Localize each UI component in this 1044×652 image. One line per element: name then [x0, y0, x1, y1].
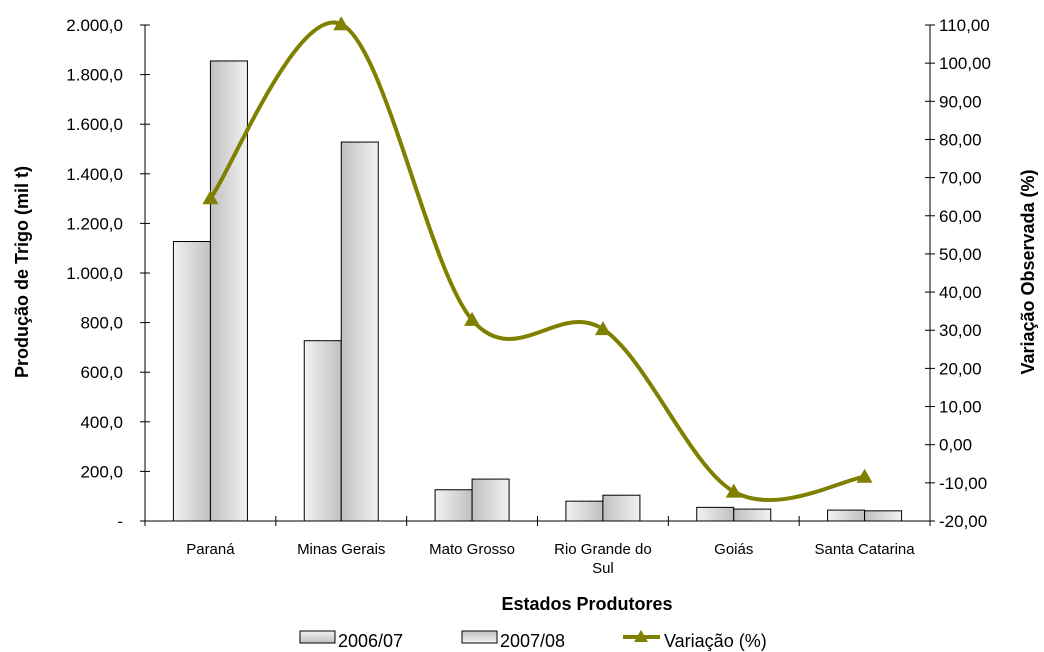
variacao-marker-3 — [594, 321, 611, 336]
y-tick-label-1: 200,0 — [80, 462, 123, 481]
variacao-marker-0 — [202, 190, 219, 205]
axes-layer — [140, 24, 935, 526]
y-tick-label-7: 1.400,0 — [66, 165, 123, 184]
y-tick-label-9: 1.800,0 — [66, 66, 123, 85]
y2-tick-label-0: -20,00 — [939, 512, 987, 531]
bar-2007-08-1 — [340, 141, 379, 522]
bar-2006-07-0 — [172, 241, 211, 522]
y2-tick-label-7: 50,00 — [939, 245, 982, 264]
category-label-3-line2: Sul — [592, 560, 614, 577]
legend-label-2006-07: 2006/07 — [338, 631, 403, 651]
y-tick-label-10: 2.000,0 — [66, 16, 123, 35]
line-layer — [202, 16, 873, 502]
y-tick-label-4: 800,0 — [80, 314, 123, 333]
variacao-marker-2 — [464, 311, 481, 326]
y-tick-label-2: 400,0 — [80, 413, 123, 432]
labels-layer: Paraná Minas Gerais Mato Grosso Rio Grande … — [66, 16, 991, 577]
category-label-2: Mato Grosso — [429, 541, 515, 558]
y2-tick-label-12: 100,00 — [939, 54, 991, 73]
y2-tick-label-5: 30,00 — [939, 321, 982, 340]
bar-2007-08-0 — [209, 60, 248, 522]
y-tick-label-5: 1.000,0 — [66, 264, 123, 283]
bar-2006-07-4 — [696, 506, 735, 522]
legend-label-2007-08: 2007/08 — [500, 631, 565, 651]
y2-tick-label-6: 40,00 — [939, 283, 982, 302]
variacao-marker-4 — [725, 483, 742, 498]
y-tick-label-6: 1.200,0 — [66, 214, 123, 233]
category-label-5: Santa Catarina — [815, 541, 916, 558]
y2-tick-label-4: 20,00 — [939, 359, 982, 378]
y-tick-label-8: 1.600,0 — [66, 115, 123, 134]
variacao-marker-5 — [856, 468, 873, 483]
x-axis-title: Estados Produtores — [501, 594, 672, 614]
y2-tick-label-3: 10,00 — [939, 398, 982, 417]
bar-2007-08-2 — [471, 478, 510, 522]
bar-2007-08-3 — [602, 494, 641, 522]
category-label-1: Minas Gerais — [297, 541, 385, 558]
y2-axis-title: Variação Observada (%) — [1018, 169, 1038, 374]
y2-tick-label-11: 90,00 — [939, 92, 982, 111]
y-axis-title: Produção de Trigo (mil t) — [12, 166, 32, 378]
category-label-3: Rio Grande do — [554, 541, 652, 558]
bar-2006-07-2 — [434, 489, 473, 522]
legend: 2006/07 2007/08 Variação (%) — [299, 630, 767, 651]
legend-swatch-2007-08 — [461, 630, 498, 644]
legend-label-variacao: Variação (%) — [664, 631, 767, 651]
legend-triangle-marker — [634, 630, 648, 642]
legend-swatch-2006-07 — [299, 630, 336, 644]
bars-layer — [172, 60, 903, 522]
category-label-4: Goiás — [714, 541, 753, 558]
bar-2006-07-5 — [827, 509, 866, 522]
bar-2007-08-5 — [864, 510, 903, 522]
y2-tick-label-13: 110,00 — [939, 16, 990, 35]
category-label-0: Paraná — [186, 541, 235, 558]
variacao-marker-1 — [333, 16, 350, 31]
y2-tick-label-8: 60,00 — [939, 207, 982, 226]
y-tick-label-3: 600,0 — [80, 363, 123, 382]
y2-tick-label-10: 80,00 — [939, 130, 982, 149]
y2-tick-label-9: 70,00 — [939, 169, 982, 188]
y2-tick-label-1: -10,00 — [939, 474, 987, 493]
bar-2006-07-1 — [303, 340, 342, 522]
bar-2007-08-4 — [733, 508, 772, 522]
y2-tick-label-2: 0,00 — [939, 436, 972, 455]
bar-2006-07-3 — [565, 500, 604, 522]
y-tick-label-0: - — [117, 512, 123, 531]
